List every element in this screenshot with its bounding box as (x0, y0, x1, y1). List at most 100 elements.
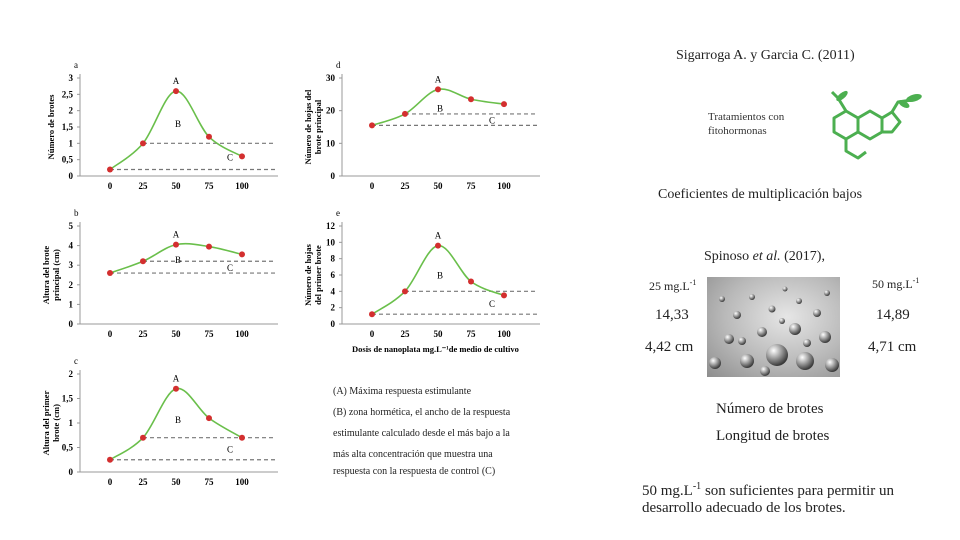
x-tick-label: 0 (370, 329, 375, 339)
y-tick-label: 6 (331, 270, 336, 280)
label-A: A (173, 374, 180, 384)
x-tick-label: 75 (467, 329, 477, 339)
x-tick-label: 0 (108, 181, 113, 191)
data-point (107, 456, 113, 463)
x-tick-label: 100 (497, 181, 511, 191)
y-tick-label: 0 (331, 319, 336, 329)
y-tick-label: 30 (326, 73, 336, 83)
citation-2-year: (2017), (784, 249, 825, 264)
y-tick-label: 2 (69, 280, 74, 290)
x-tick-label: 100 (235, 329, 249, 339)
chart-e: e 0 2 4 6 8 10 12 Número de hojas del primer brot… (300, 204, 550, 354)
y-tick-label: 0 (69, 319, 74, 329)
y-axis-label: Número de hojas (303, 243, 313, 305)
metric-1: Número de brotes (716, 401, 824, 417)
legend-line-2: (B) zona hormética, el ancho de la respu… (333, 407, 511, 418)
x-tick-label: 75 (205, 329, 215, 339)
citation-2: Spinoso et al. (2017), (704, 249, 825, 265)
label-B: B (437, 270, 443, 280)
data-point (239, 251, 245, 258)
label-A: A (435, 231, 442, 241)
y-tick-label: 1 (69, 138, 74, 148)
data-point (173, 385, 179, 392)
panel-letter: e (336, 208, 340, 218)
y-tick-label: 4 (69, 241, 74, 251)
nanoparticle-image (707, 277, 840, 377)
data-point (140, 258, 146, 265)
hormone-label-line1: Tratamientos con (708, 111, 785, 123)
y-tick-label: 4 (331, 286, 336, 296)
coef-text: Coeficientes de multiplicación bajos (658, 187, 863, 202)
data-point (435, 242, 441, 249)
data-point (239, 153, 245, 160)
panel-letter: d (336, 60, 341, 70)
data-point (468, 278, 474, 285)
citation-1: Sigarroga A. y Garcia C. (2011) (676, 48, 855, 63)
x-tick-label: 75 (205, 477, 215, 487)
data-point (369, 122, 375, 129)
x-tick-label: 50 (172, 329, 182, 339)
y-tick-label: 0 (331, 171, 336, 181)
y-tick-label: 2,5 (62, 89, 74, 99)
data-point (402, 110, 408, 117)
y-axis-label: Altura del brote (41, 246, 51, 305)
label-C: C (489, 116, 495, 126)
y-tick-label: 20 (326, 106, 336, 116)
panel-letter: b (74, 208, 79, 218)
y-axis-label: Altura del primer (41, 390, 51, 455)
y-tick-label: 2 (69, 369, 74, 379)
hormone-label-line2: fitohormonas (708, 125, 767, 137)
data-point (402, 288, 408, 295)
chart-c: c 0 0,5 1 1,5 2 Altura del primer brote (cm) 0 25… (38, 352, 288, 492)
conclusion-line-2: desarrollo adecuado de los brotes. (642, 500, 846, 516)
conc-left-unit: 25 mg.L-1 (649, 278, 697, 293)
data-point (173, 88, 179, 95)
y-axis-label: Número de hojas del (303, 89, 313, 164)
x-tick-label: 50 (172, 477, 182, 487)
x-tick-label: 0 (370, 181, 375, 191)
data-point (107, 166, 113, 173)
label-C: C (227, 152, 233, 162)
hormone-molecule-icon (830, 90, 922, 160)
y-tick-label: 0 (69, 467, 74, 477)
panel-letter: a (74, 60, 78, 70)
legend-line-1: (A) Máxima respuesta estimulante (333, 386, 472, 397)
label-B: B (175, 119, 181, 129)
x-tick-label: 0 (108, 329, 113, 339)
legend-line-4: más alta concentración que muestra una (333, 449, 493, 460)
y-axis-label: brote (cm) (51, 404, 61, 442)
legend-line-3: estimulante calculado desde el más bajo … (333, 428, 510, 439)
label-A: A (173, 76, 180, 86)
data-point (501, 292, 507, 299)
data-point (206, 415, 212, 422)
data-point (369, 311, 375, 318)
x-tick-label: 25 (139, 329, 149, 339)
chart-d: d 0 10 20 30 Número de hojas del brote princip… (300, 56, 550, 196)
x-tick-label: 25 (139, 181, 149, 191)
y-tick-label: 1,5 (62, 122, 74, 132)
x-axis-label: Dosis de nanoplata mg.L⁻¹de medio de cul… (352, 344, 519, 354)
label-C: C (227, 445, 233, 455)
y-tick-label: 0 (69, 171, 74, 181)
conc-right-val2: 4,71 cm (868, 339, 917, 355)
data-point (140, 140, 146, 147)
x-tick-label: 100 (235, 181, 249, 191)
data-point (107, 270, 113, 277)
data-point (206, 133, 212, 140)
data-point (140, 434, 146, 441)
label-B: B (175, 255, 181, 265)
citation-2-etal: et al. (752, 249, 781, 264)
x-tick-label: 100 (235, 477, 249, 487)
y-tick-label: 10 (326, 237, 336, 247)
y-axis-label: Número de brotes (46, 94, 56, 160)
x-tick-label: 50 (434, 329, 444, 339)
panel-letter: c (74, 356, 78, 366)
y-tick-label: 2 (331, 303, 336, 313)
y-axis-label: brote principal (313, 99, 323, 154)
conclusion-line-1: 50 mg.L-1 son suficientes para permitir … (642, 481, 895, 499)
y-tick-label: 8 (331, 254, 336, 264)
label-B: B (175, 415, 181, 425)
y-axis-label: principal (cm) (51, 249, 61, 301)
metric-2: Longitud de brotes (716, 428, 830, 444)
conc-left-val2: 4,42 cm (645, 339, 694, 355)
